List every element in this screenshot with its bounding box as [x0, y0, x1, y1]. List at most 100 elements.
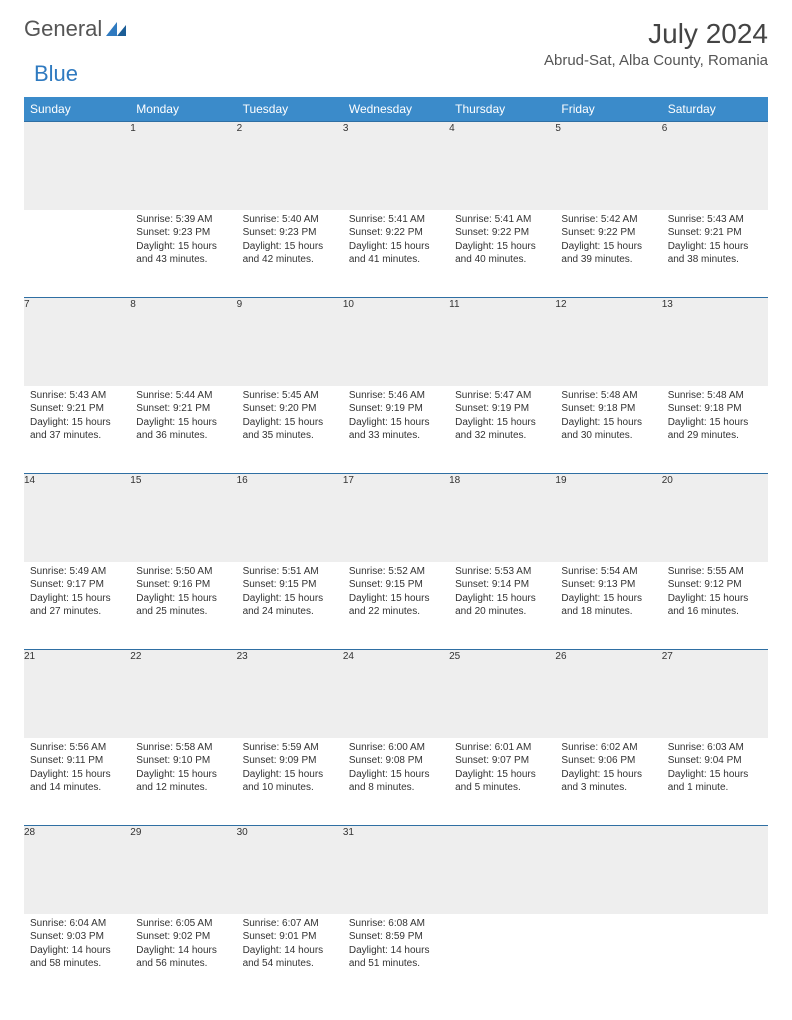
day-number-cell: 7: [24, 298, 130, 386]
sunset-line: Sunset: 9:21 PM: [136, 402, 230, 416]
day-number-cell: [555, 826, 661, 914]
sunrise-line: Sunrise: 6:04 AM: [30, 917, 124, 931]
daylight-line: Daylight: 15 hours and 16 minutes.: [668, 592, 762, 619]
day-number-row: 78910111213: [24, 298, 768, 386]
weekday-header-row: SundayMondayTuesdayWednesdayThursdayFrid…: [24, 97, 768, 122]
day-cell: Sunrise: 5:47 AMSunset: 9:19 PMDaylight:…: [449, 386, 555, 474]
day-cell: Sunrise: 6:02 AMSunset: 9:06 PMDaylight:…: [555, 738, 661, 826]
daylight-line: Daylight: 15 hours and 5 minutes.: [455, 768, 549, 795]
sunrise-line: Sunrise: 5:46 AM: [349, 389, 443, 403]
month-title: July 2024: [544, 18, 768, 50]
sunset-line: Sunset: 9:04 PM: [668, 754, 762, 768]
day-number-cell: 25: [449, 650, 555, 738]
day-number-cell: 5: [555, 122, 661, 210]
day-number-row: 123456: [24, 122, 768, 210]
sunrise-line: Sunrise: 5:41 AM: [455, 213, 549, 227]
day-content-row: Sunrise: 5:49 AMSunset: 9:17 PMDaylight:…: [24, 562, 768, 650]
day-cell: Sunrise: 5:50 AMSunset: 9:16 PMDaylight:…: [130, 562, 236, 650]
daylight-line: Daylight: 15 hours and 22 minutes.: [349, 592, 443, 619]
day-number-cell: 30: [237, 826, 343, 914]
daylight-line: Daylight: 15 hours and 39 minutes.: [561, 240, 655, 267]
day-cell: Sunrise: 5:39 AMSunset: 9:23 PMDaylight:…: [130, 210, 236, 298]
day-content-row: Sunrise: 5:39 AMSunset: 9:23 PMDaylight:…: [24, 210, 768, 298]
daylight-line: Daylight: 15 hours and 40 minutes.: [455, 240, 549, 267]
day-number-cell: [662, 826, 768, 914]
sunrise-line: Sunrise: 5:40 AM: [243, 213, 337, 227]
day-cell: Sunrise: 5:46 AMSunset: 9:19 PMDaylight:…: [343, 386, 449, 474]
day-cell: Sunrise: 5:44 AMSunset: 9:21 PMDaylight:…: [130, 386, 236, 474]
day-cell: Sunrise: 5:53 AMSunset: 9:14 PMDaylight:…: [449, 562, 555, 650]
daylight-line: Daylight: 15 hours and 3 minutes.: [561, 768, 655, 795]
day-cell: [449, 914, 555, 1002]
sunset-line: Sunset: 9:18 PM: [561, 402, 655, 416]
sunrise-line: Sunrise: 5:54 AM: [561, 565, 655, 579]
weekday-header: Monday: [130, 97, 236, 122]
sunrise-line: Sunrise: 5:56 AM: [30, 741, 124, 755]
sunset-line: Sunset: 9:19 PM: [455, 402, 549, 416]
day-number-row: 14151617181920: [24, 474, 768, 562]
sunrise-line: Sunrise: 6:00 AM: [349, 741, 443, 755]
sunset-line: Sunset: 9:17 PM: [30, 578, 124, 592]
sunset-line: Sunset: 9:13 PM: [561, 578, 655, 592]
sunset-line: Sunset: 9:07 PM: [455, 754, 549, 768]
sunset-line: Sunset: 9:12 PM: [668, 578, 762, 592]
daylight-line: Daylight: 15 hours and 8 minutes.: [349, 768, 443, 795]
daylight-line: Daylight: 15 hours and 41 minutes.: [349, 240, 443, 267]
sunset-line: Sunset: 9:02 PM: [136, 930, 230, 944]
sunrise-line: Sunrise: 5:48 AM: [668, 389, 762, 403]
daylight-line: Daylight: 15 hours and 1 minute.: [668, 768, 762, 795]
sunrise-line: Sunrise: 5:58 AM: [136, 741, 230, 755]
sunrise-line: Sunrise: 6:07 AM: [243, 917, 337, 931]
day-number-cell: [449, 826, 555, 914]
sunset-line: Sunset: 9:15 PM: [243, 578, 337, 592]
day-cell: Sunrise: 6:01 AMSunset: 9:07 PMDaylight:…: [449, 738, 555, 826]
day-cell: Sunrise: 5:58 AMSunset: 9:10 PMDaylight:…: [130, 738, 236, 826]
day-cell: Sunrise: 5:54 AMSunset: 9:13 PMDaylight:…: [555, 562, 661, 650]
day-number-cell: 16: [237, 474, 343, 562]
sunrise-line: Sunrise: 5:43 AM: [30, 389, 124, 403]
day-number-cell: 6: [662, 122, 768, 210]
day-number-cell: 12: [555, 298, 661, 386]
day-cell: Sunrise: 5:41 AMSunset: 9:22 PMDaylight:…: [449, 210, 555, 298]
sunset-line: Sunset: 9:18 PM: [668, 402, 762, 416]
daylight-line: Daylight: 15 hours and 37 minutes.: [30, 416, 124, 443]
day-number-cell: 23: [237, 650, 343, 738]
day-cell: Sunrise: 5:48 AMSunset: 9:18 PMDaylight:…: [662, 386, 768, 474]
logo-word-2: Blue: [34, 61, 78, 86]
day-number-cell: 27: [662, 650, 768, 738]
sunrise-line: Sunrise: 5:51 AM: [243, 565, 337, 579]
daylight-line: Daylight: 15 hours and 18 minutes.: [561, 592, 655, 619]
day-content-row: Sunrise: 5:43 AM Sunset: 9:21 PM Daylight:…: [24, 386, 768, 474]
day-cell: Sunrise: 6:04 AMSunset: 9:03 PMDaylight:…: [24, 914, 130, 1002]
day-cell: [662, 914, 768, 1002]
day-number-cell: 21: [24, 650, 130, 738]
day-number-cell: 2: [237, 122, 343, 210]
sunrise-line: Sunrise: 6:03 AM: [668, 741, 762, 755]
daylight-line: Daylight: 15 hours and 38 minutes.: [668, 240, 762, 267]
day-cell: Sunrise: 5:59 AMSunset: 9:09 PMDaylight:…: [237, 738, 343, 826]
weekday-header: Saturday: [662, 97, 768, 122]
sunrise-line: Sunrise: 5:52 AM: [349, 565, 443, 579]
day-cell: Sunrise: 6:00 AMSunset: 9:08 PMDaylight:…: [343, 738, 449, 826]
daylight-line: Daylight: 15 hours and 27 minutes.: [30, 592, 124, 619]
day-number-cell: 15: [130, 474, 236, 562]
daylight-line: Daylight: 15 hours and 20 minutes.: [455, 592, 549, 619]
day-number-cell: 18: [449, 474, 555, 562]
day-number-cell: 9: [237, 298, 343, 386]
weekday-header: Friday: [555, 97, 661, 122]
daylight-line: Daylight: 15 hours and 30 minutes.: [561, 416, 655, 443]
day-cell: [555, 914, 661, 1002]
daylight-line: Daylight: 15 hours and 43 minutes.: [136, 240, 230, 267]
logo: General: [24, 18, 128, 40]
sunset-line: Sunset: 9:21 PM: [668, 226, 762, 240]
sunrise-line: Sunrise: 5:41 AM: [349, 213, 443, 227]
day-number-cell: 8: [130, 298, 236, 386]
day-number-row: 28293031: [24, 826, 768, 914]
sunset-line: Sunset: 9:10 PM: [136, 754, 230, 768]
day-number-cell: 1: [130, 122, 236, 210]
sunset-line: Sunset: 9:23 PM: [243, 226, 337, 240]
daylight-line: Daylight: 14 hours and 58 minutes.: [30, 944, 124, 971]
sunrise-line: Sunrise: 5:45 AM: [243, 389, 337, 403]
sunset-line: Sunset: 9:23 PM: [136, 226, 230, 240]
sunrise-line: Sunrise: 6:05 AM: [136, 917, 230, 931]
